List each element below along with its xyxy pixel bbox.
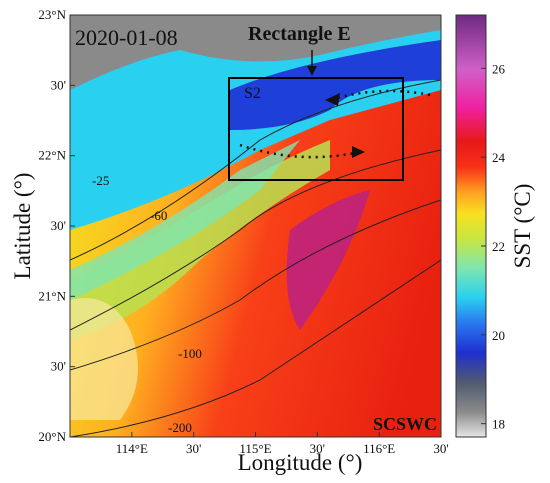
y-tick-label: 30' — [51, 218, 66, 233]
contour-label: -25 — [92, 173, 109, 188]
x-tick-label: 115°E — [239, 441, 271, 456]
x-tick-label: 114°E — [116, 441, 148, 456]
contour-label: -100 — [178, 346, 202, 361]
x-axis-label: Longitude (°) — [238, 450, 363, 475]
contour-label: -60 — [150, 208, 167, 223]
y-tick-label: 30' — [51, 77, 66, 92]
colorbar-tick-label: 22 — [492, 239, 505, 254]
sst-image — [70, 15, 441, 437]
x-tick-label: 30' — [433, 441, 448, 456]
colorbar — [455, 14, 487, 438]
date-label: 2020-01-08 — [75, 25, 178, 50]
y-tick-label: 22°N — [38, 148, 66, 163]
colorbar-tick-label: 24 — [492, 150, 506, 165]
station-label: S2 — [244, 85, 261, 102]
y-axis-label: Latitude (°) — [10, 173, 35, 280]
colorbar-tick-label: 20 — [492, 328, 505, 343]
current-label: SCSWC — [373, 414, 437, 434]
rectangle-label: Rectangle E — [248, 23, 351, 45]
rectangle-e — [228, 77, 404, 181]
x-tick-label: 116°E — [363, 441, 395, 456]
y-tick-label: 20°N — [38, 429, 66, 444]
x-tick-label: 30' — [186, 441, 201, 456]
contour-label: -200 — [168, 420, 192, 435]
y-tick-label: 21°N — [38, 288, 66, 303]
colorbar-tick-label: 18 — [492, 417, 505, 432]
x-tick-label: 30' — [310, 441, 325, 456]
colorbar-label: SST (°C) — [510, 184, 535, 269]
colorbar-tick-label: 26 — [492, 61, 506, 76]
y-tick-label: 23°N — [38, 7, 66, 22]
y-tick-label: 30' — [51, 359, 66, 374]
